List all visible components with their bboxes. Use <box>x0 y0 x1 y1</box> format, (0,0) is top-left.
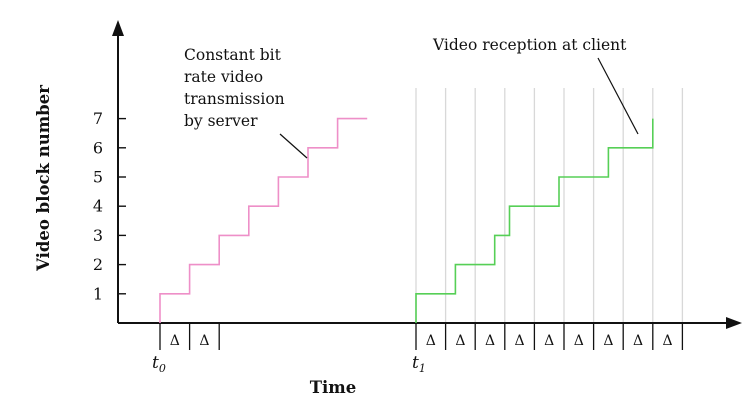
x-axis-arrow-icon <box>726 317 742 329</box>
y-tick-label: 5 <box>93 168 103 187</box>
t0-label: t0 <box>152 353 166 375</box>
y-axis-ticks: 1 2 3 4 5 6 7 <box>93 109 126 303</box>
y-tick-label: 6 <box>93 138 103 157</box>
server-annotation: Constant bit rate video transmission by … <box>184 46 285 130</box>
y-tick-label: 3 <box>93 226 103 245</box>
delta-label: Δ <box>663 333 673 349</box>
server-annotation-pointer <box>279 133 308 159</box>
y-tick-label: 4 <box>93 197 103 216</box>
delta-label: Δ <box>170 333 180 349</box>
y-tick-label: 7 <box>93 109 103 128</box>
delta-label: Δ <box>199 333 209 349</box>
delta-label: Δ <box>603 333 613 349</box>
delta-label: Δ <box>485 333 495 349</box>
client-reception-series <box>415 118 654 323</box>
server-annotation-line-2: rate video <box>184 68 263 86</box>
client-annotation: Video reception at client <box>432 36 627 54</box>
t1-label: t1 <box>412 353 426 375</box>
delta-label: Δ <box>455 333 465 349</box>
y-axis-arrow-icon <box>112 20 124 36</box>
y-tick-label: 1 <box>93 284 103 303</box>
server-transmission-series <box>159 117 368 323</box>
server-annotation-line-3: transmission <box>184 90 285 108</box>
y-tick-label: 2 <box>93 255 103 274</box>
delta-label: Δ <box>633 333 643 349</box>
y-axis-title: Video block number <box>34 85 53 272</box>
server-annotation-line-4: by server <box>184 112 258 130</box>
x-axis-title: Time <box>310 378 357 397</box>
delta-label: Δ <box>544 333 554 349</box>
server-annotation-line-1: Constant bit <box>184 46 282 64</box>
delta-label: Δ <box>574 333 584 349</box>
delta-label: Δ <box>426 333 436 349</box>
delta-label: Δ <box>515 333 525 349</box>
client-annotation-pointer <box>597 57 639 135</box>
